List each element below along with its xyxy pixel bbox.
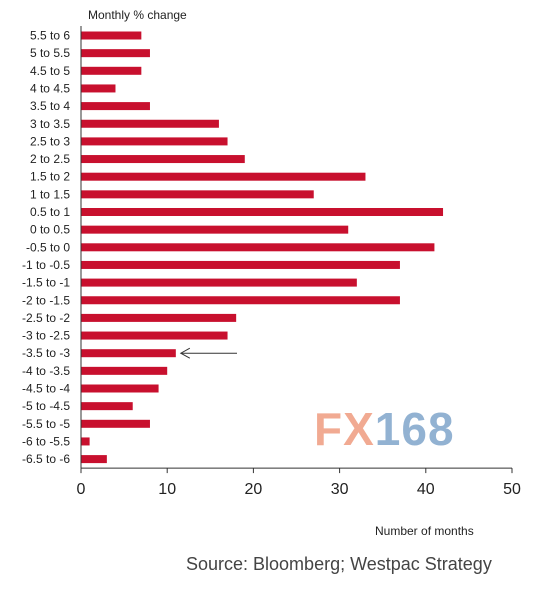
x-tick-label: 50 [503, 481, 521, 498]
bar [81, 455, 107, 464]
bar [81, 243, 435, 252]
bar [81, 349, 176, 358]
x-tick-label: 10 [158, 481, 176, 498]
bar [81, 225, 349, 234]
bar [81, 208, 444, 216]
category-label: -0.5 to 0 [26, 240, 70, 254]
bar [81, 402, 133, 411]
category-label: 3.5 to 4 [30, 99, 70, 113]
bar [81, 31, 142, 40]
bar [81, 137, 228, 146]
category-label: -6.5 to -6 [22, 452, 70, 466]
category-label: -2.5 to -2 [22, 311, 70, 325]
category-label: -2 to -1.5 [22, 293, 70, 307]
category-label: 5.5 to 6 [30, 29, 70, 43]
chart-title: Monthly % change [88, 8, 187, 22]
bar [81, 49, 150, 58]
category-label: -6 to -5.5 [22, 434, 70, 448]
category-label: -3 to -2.5 [22, 329, 70, 343]
x-tick-label: 40 [417, 481, 435, 498]
bar [81, 260, 400, 269]
x-axis-title: Number of months [375, 524, 474, 538]
category-label: 4.5 to 5 [30, 64, 70, 78]
bars-group [81, 31, 444, 464]
bar [81, 66, 142, 75]
bar [81, 384, 159, 393]
x-ticks: 0 10 20 30 40 50 [77, 468, 521, 498]
category-label: 5 to 5.5 [30, 46, 70, 60]
category-label: -1 to -0.5 [22, 258, 70, 272]
source-note: Source: Bloomberg; Westpac Strategy [186, 554, 492, 574]
bar [81, 313, 237, 322]
watermark-logo: FX168 [314, 402, 455, 456]
bar [81, 437, 90, 446]
category-label: 0 to 0.5 [30, 223, 70, 237]
category-label: -3.5 to -3 [22, 346, 70, 360]
category-label: -5.5 to -5 [22, 417, 70, 431]
bar [81, 119, 219, 128]
bar [81, 419, 150, 428]
bar [81, 102, 150, 111]
category-label: 0.5 to 1 [30, 205, 70, 219]
category-label: 2 to 2.5 [30, 152, 70, 166]
bar [81, 155, 245, 164]
arrow-head [179, 347, 191, 359]
bar [81, 190, 314, 199]
watermark-num: 168 [374, 403, 455, 455]
watermark-fx: FX [314, 403, 375, 455]
category-label: 3 to 3.5 [30, 117, 70, 131]
category-label: 1.5 to 2 [30, 170, 70, 184]
category-label: -4 to -3.5 [22, 364, 70, 378]
category-label: 2.5 to 3 [30, 134, 70, 148]
bar [81, 278, 357, 287]
bar [81, 172, 366, 181]
x-tick-label: 30 [331, 481, 349, 498]
category-label: -1.5 to -1 [22, 276, 70, 290]
bar [81, 84, 116, 93]
category-label: -4.5 to -4 [22, 382, 70, 396]
category-label: -5 to -4.5 [22, 399, 70, 413]
x-tick-label: 20 [245, 481, 263, 498]
annotation-arrow [179, 347, 237, 359]
x-tick-label: 0 [77, 481, 86, 498]
bar [81, 331, 228, 340]
category-label: 1 to 1.5 [30, 187, 70, 201]
bar [81, 366, 168, 375]
category-label: 4 to 4.5 [30, 81, 70, 95]
category-labels: 5.5 to 6 5 to 5.5 4.5 to 5 4 to 4.5 3.5 to 4… [22, 29, 70, 467]
bar [81, 296, 400, 305]
